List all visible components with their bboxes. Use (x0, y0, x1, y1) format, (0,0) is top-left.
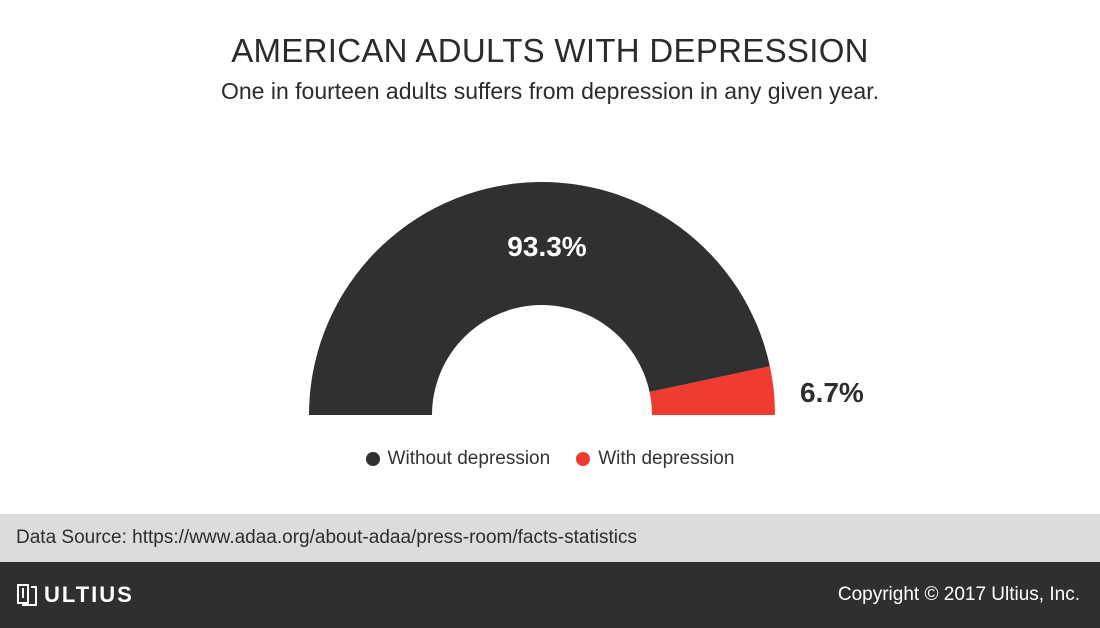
copyright-text: Copyright © 2017 Ultius, Inc. (837, 584, 1080, 605)
legend-swatch-without-depression (365, 452, 380, 466)
ultius-logo-icon (17, 584, 37, 606)
ultius-logo-text: ULTIUS (44, 582, 134, 607)
ultius-logo: ULTIUS (16, 582, 134, 608)
legend-label-with-depression: With depression (598, 448, 735, 469)
legend-item-without-depression: Without depression (365, 448, 551, 470)
data-source-text: Data Source: https://www.adaa.org/about-… (16, 527, 637, 548)
slice-without-depression (309, 182, 770, 415)
footer-bar: ULTIUS Copyright © 2017 Ultius, Inc. (0, 562, 1100, 628)
slice-with-depression (649, 366, 775, 415)
legend-item-with-depression: With depression (576, 448, 734, 470)
data-source-bar: Data Source: https://www.adaa.org/about-… (0, 514, 1100, 562)
chart-subtitle: One in fourteen adults suffers from depr… (220, 78, 879, 104)
legend-swatch-with-depression (576, 452, 591, 466)
legend-label-without-depression: Without depression (387, 448, 551, 469)
chart-legend: Without depression With depression (0, 448, 1100, 470)
data-label-without-depression: 93.3% (507, 231, 586, 262)
data-label-with-depression: 6.7% (800, 377, 864, 408)
half-donut-chart: 93.3% 6.7% (309, 182, 864, 415)
chart-title: AMERICAN ADULTS WITH DEPRESSION (231, 32, 869, 69)
